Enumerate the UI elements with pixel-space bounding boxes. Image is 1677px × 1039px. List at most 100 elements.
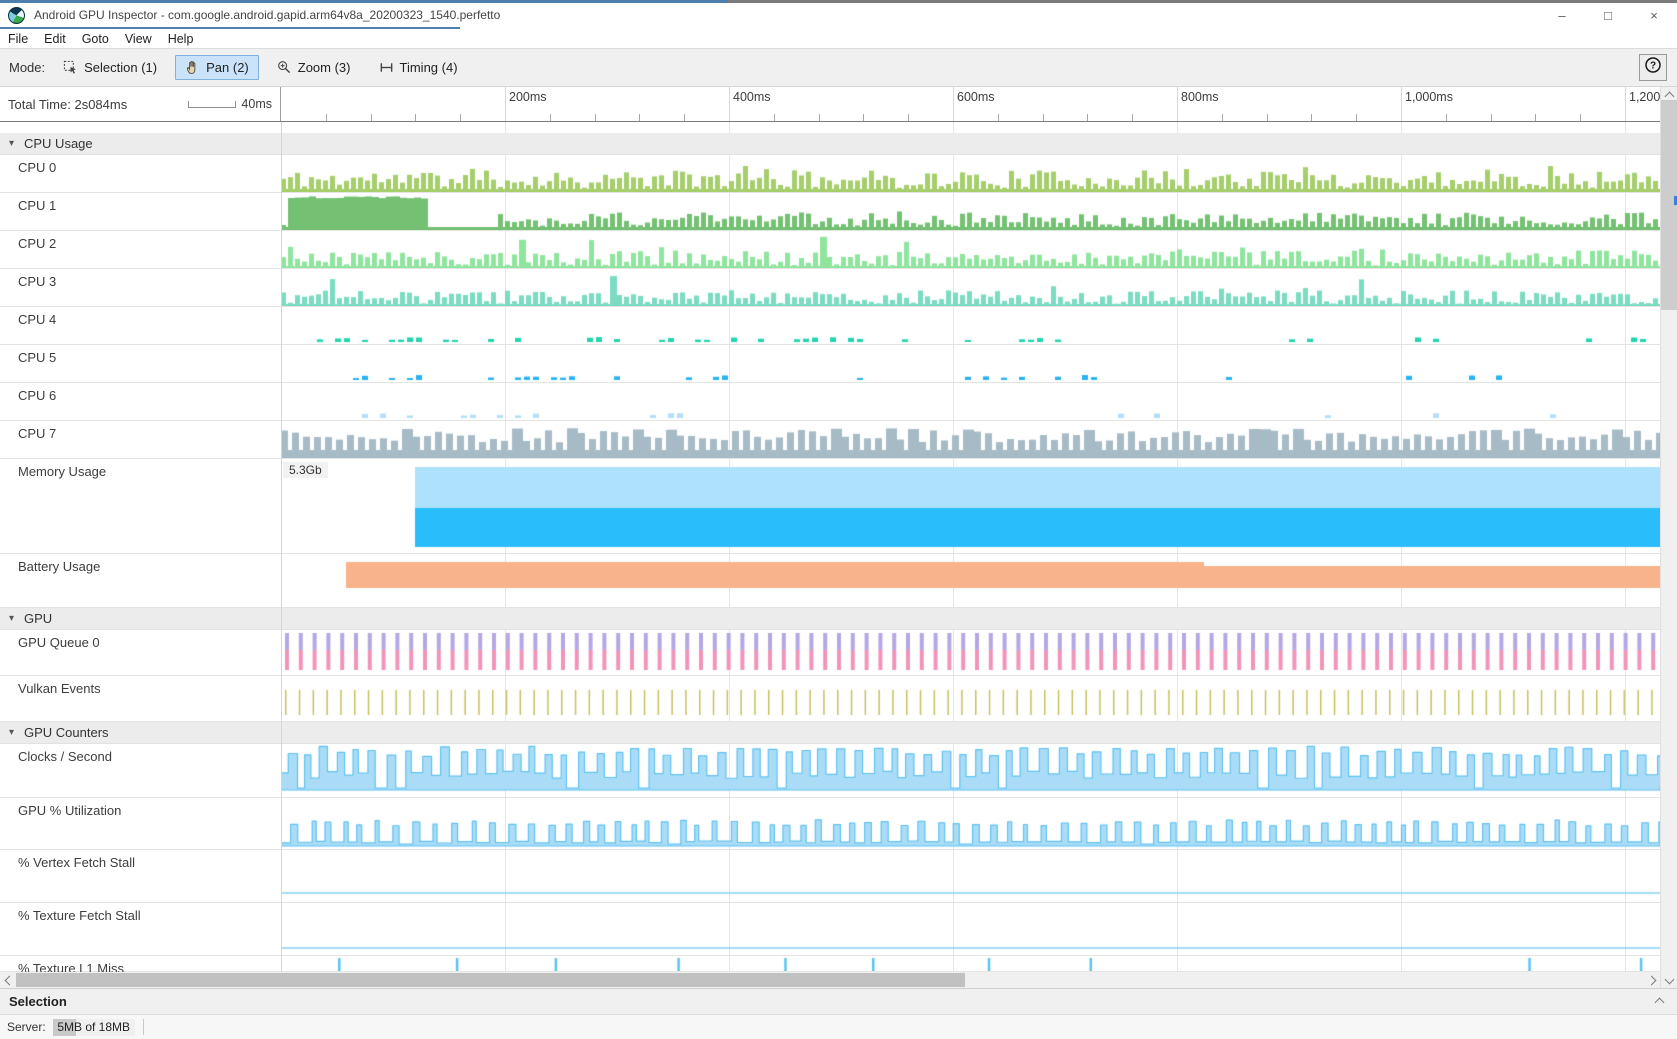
svg-text:?: ? xyxy=(1650,61,1656,72)
ruler-minor-tick xyxy=(415,114,417,121)
track-canvas-cpu-2 xyxy=(281,231,1660,268)
track-label-cpu-4: CPU 4 xyxy=(18,312,57,327)
track-chart-texture-fetch-stall[interactable] xyxy=(281,903,1660,955)
track-canvas-cpu-3 xyxy=(281,269,1660,306)
track-chart-cpu-3[interactable] xyxy=(281,269,1660,306)
track-row-vertex-fetch-stall[interactable]: % Vertex Fetch Stall xyxy=(0,850,1660,903)
window-title: Android GPU Inspector - com.google.andro… xyxy=(34,8,501,22)
tool-timing-label: Timing (4) xyxy=(399,60,458,75)
track-label-texture-l1-miss: % Texture L1 Miss xyxy=(18,961,124,972)
collapse-panel-icon[interactable] xyxy=(1654,997,1665,1008)
track-chart-cpu-7[interactable] xyxy=(281,421,1660,458)
track-chart-gpu-queue-0[interactable] xyxy=(281,630,1660,675)
menu-help[interactable]: Help xyxy=(167,31,194,46)
ruler-left-panel: Total Time: 2s084ms 40ms xyxy=(0,87,281,121)
ruler-scale[interactable]: 200ms 400ms 600ms 800ms 1,000ms 1,200ms xyxy=(281,87,1660,121)
track-row-cpu-5[interactable]: CPU 5 xyxy=(0,345,1660,383)
tool-zoom-button[interactable]: Zoom (3) xyxy=(267,55,361,80)
track-chart-battery-usage[interactable] xyxy=(281,554,1660,607)
help-button[interactable]: ? xyxy=(1639,54,1667,81)
section-label: GPU Counters xyxy=(24,725,109,740)
selection-panel-header[interactable]: Selection xyxy=(0,988,1677,1014)
collapse-triangle-icon[interactable]: ▾ xyxy=(9,727,15,738)
track-row-cpu-4[interactable]: CPU 4 xyxy=(0,307,1660,345)
track-row-cpu-2[interactable]: CPU 2 xyxy=(0,231,1660,269)
mode-toolbar: Mode: Selection (1) Pan (2) Zoom (3) Tim… xyxy=(0,48,1677,87)
status-bar: Server: 5MB of 18MB xyxy=(0,1014,1677,1039)
track-chart-memory-usage[interactable]: 5.3Gb xyxy=(281,459,1660,553)
scroll-left-arrow[interactable] xyxy=(0,972,16,988)
scale-label: 40ms xyxy=(241,97,272,111)
tool-selection-button[interactable]: Selection (1) xyxy=(53,55,167,80)
scroll-right-arrow[interactable] xyxy=(1644,972,1660,988)
horizontal-scrollbar[interactable] xyxy=(0,972,1660,988)
track-canvas-memory-usage xyxy=(281,459,1660,553)
ruler-minor-tick xyxy=(1490,114,1492,121)
track-row-cpu-0[interactable]: CPU 0 xyxy=(0,155,1660,193)
track-row-texture-fetch-stall[interactable]: % Texture Fetch Stall xyxy=(0,903,1660,956)
track-chart-cpu-4[interactable] xyxy=(281,307,1660,344)
menu-bar: File Edit Goto View Help xyxy=(0,29,1677,48)
section-header-cpu-usage[interactable]: ▾ CPU Usage xyxy=(0,133,1660,155)
track-chart-cpu-1[interactable] xyxy=(281,193,1660,230)
ruler-minor-tick xyxy=(818,114,820,121)
section-label: CPU Usage xyxy=(24,136,93,151)
track-chart-vulkan-events[interactable] xyxy=(281,676,1660,721)
collapse-triangle-icon[interactable]: ▾ xyxy=(9,613,15,624)
track-row-cpu-6[interactable]: CPU 6 xyxy=(0,383,1660,421)
ruler-major-line xyxy=(953,87,954,121)
scroll-marker xyxy=(1674,196,1677,205)
section-header-gpu-counters[interactable]: ▾ GPU Counters xyxy=(0,722,1660,744)
scale-bracket-icon xyxy=(188,100,237,108)
window-progress-strip xyxy=(0,0,1677,3)
vertical-scrollbar[interactable] xyxy=(1660,87,1677,988)
tracks-container[interactable]: ▾ CPU Usage CPU 0 CPU 1 CPU 2 CPU 3 CPU 4 CPU 5… xyxy=(0,122,1660,972)
menu-edit[interactable]: Edit xyxy=(44,31,66,46)
maximize-button[interactable]: □ xyxy=(1604,7,1612,23)
collapse-triangle-icon[interactable]: ▾ xyxy=(9,138,15,149)
track-row-texture-l1-miss[interactable]: % Texture L1 Miss xyxy=(0,956,1660,972)
track-chart-cpu-2[interactable] xyxy=(281,231,1660,268)
track-chart-clocks-per-second[interactable] xyxy=(281,744,1660,797)
menu-view[interactable]: View xyxy=(124,31,152,46)
ruler-tick-label: 1,000ms xyxy=(1405,90,1453,104)
ruler-major-line xyxy=(729,87,730,121)
menu-file[interactable]: File xyxy=(8,31,29,46)
track-chart-cpu-0[interactable] xyxy=(281,155,1660,192)
tool-pan-label: Pan (2) xyxy=(206,60,249,75)
track-row-memory-usage[interactable]: Memory Usage 5.3Gb xyxy=(0,459,1660,554)
ruler-minor-tick xyxy=(684,114,686,121)
track-row-gpu-queue-0[interactable]: GPU Queue 0 xyxy=(0,630,1660,676)
server-memory-indicator: 5MB of 18MB xyxy=(52,1018,135,1036)
track-row-battery-usage[interactable]: Battery Usage xyxy=(0,554,1660,608)
track-chart-cpu-6[interactable] xyxy=(281,383,1660,420)
scroll-down-arrow[interactable] xyxy=(1661,972,1677,988)
track-label-texture-fetch-stall: % Texture Fetch Stall xyxy=(18,908,141,923)
tool-timing-button[interactable]: Timing (4) xyxy=(369,55,468,80)
track-row-cpu-3[interactable]: CPU 3 xyxy=(0,269,1660,307)
track-row-clocks-per-second[interactable]: Clocks / Second xyxy=(0,744,1660,798)
track-row-gpu-utilization[interactable]: GPU % Utilization xyxy=(0,798,1660,850)
track-chart-texture-l1-miss[interactable] xyxy=(281,956,1660,971)
menu-goto[interactable]: Goto xyxy=(81,31,109,46)
tool-pan-button[interactable]: Pan (2) xyxy=(175,55,259,80)
track-chart-gpu-utilization[interactable] xyxy=(281,798,1660,849)
mode-label: Mode: xyxy=(9,60,46,75)
track-chart-cpu-5[interactable] xyxy=(281,345,1660,382)
minimize-button[interactable]: – xyxy=(1558,7,1566,23)
ruler-minor-tick xyxy=(1580,114,1582,121)
vertical-scrollbar-thumb[interactable] xyxy=(1661,100,1677,310)
track-row-cpu-7[interactable]: CPU 7 xyxy=(0,421,1660,459)
track-label-cpu-0: CPU 0 xyxy=(18,160,57,175)
track-row-cpu-1[interactable]: CPU 1 xyxy=(0,193,1660,231)
horizontal-scrollbar-thumb[interactable] xyxy=(16,973,965,987)
track-row-vulkan-events[interactable]: Vulkan Events xyxy=(0,676,1660,722)
section-header-gpu[interactable]: ▾ GPU xyxy=(0,608,1660,630)
track-chart-vertex-fetch-stall[interactable] xyxy=(281,850,1660,902)
ruler-major-line xyxy=(1401,87,1402,121)
track-canvas-vertex-fetch-stall xyxy=(281,850,1660,902)
close-button[interactable]: × xyxy=(1650,7,1658,23)
tool-zoom-label: Zoom (3) xyxy=(297,60,351,75)
ruler-minor-tick xyxy=(1356,114,1358,121)
tool-selection-label: Selection (1) xyxy=(84,60,158,75)
